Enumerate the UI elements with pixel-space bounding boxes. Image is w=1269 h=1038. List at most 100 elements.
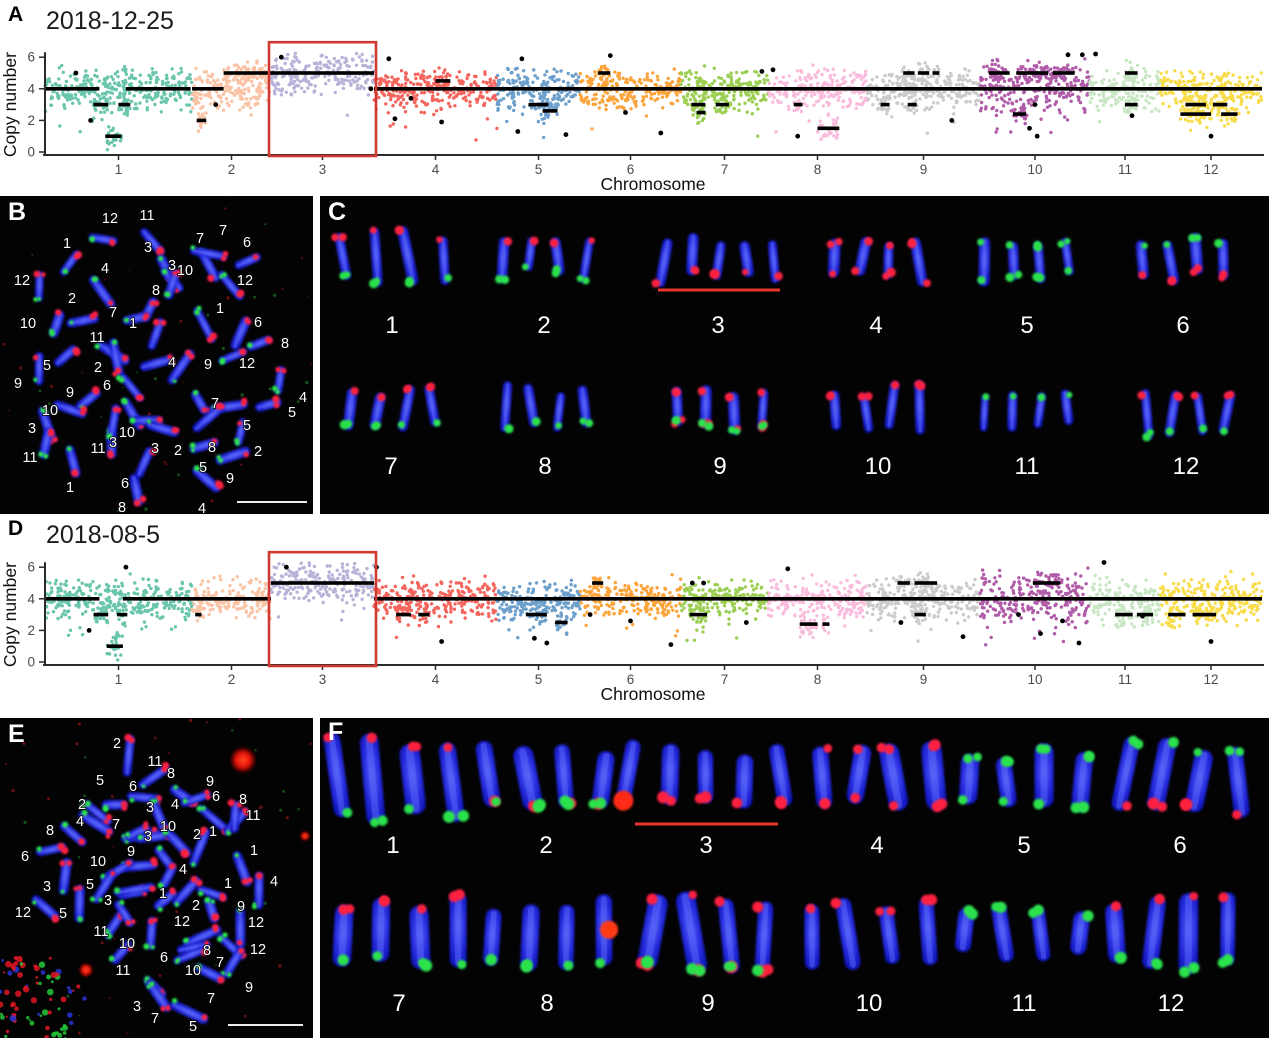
chromosome-number-label: 2 <box>174 443 182 459</box>
chromosome-number-label: 9 <box>237 899 245 915</box>
chromosome-number-label: 5 <box>59 906 67 922</box>
y-tick-label: 0 <box>27 655 35 670</box>
karyotype-group-1 <box>331 225 453 289</box>
chromosome-number-label: 1 <box>63 236 71 252</box>
panel-c-letter: C <box>328 198 347 226</box>
chromosome-number-label: 11 <box>90 441 105 457</box>
metaphase-chromosomes <box>32 227 287 507</box>
x-tick-label: 8 <box>814 672 822 687</box>
karyotype-group-label: 5 <box>1020 312 1033 339</box>
karyotype-group-label: 9 <box>713 453 726 480</box>
cn-segments <box>45 51 1262 139</box>
chromosome-number-label: 8 <box>152 283 160 299</box>
panel-b-letter: B <box>8 198 27 226</box>
y-tick-label: 0 <box>27 145 35 160</box>
x-tick-label: 3 <box>319 672 327 687</box>
y-tick-label: 2 <box>27 113 35 128</box>
chromosome-number-label: 8 <box>281 336 289 352</box>
x-tick-label: 3 <box>319 162 327 177</box>
chromosome-number-label: 6 <box>129 779 137 795</box>
karyotype-group-label: 2 <box>539 832 552 859</box>
chromosome-number-label: 5 <box>96 773 104 789</box>
x-axis-title: Chromosome <box>600 684 705 704</box>
panel-e-letter: E <box>8 720 25 748</box>
chromosome-number-label: 3 <box>151 441 159 457</box>
panel-a-title: 2018-12-25 <box>46 7 174 35</box>
chromosome-number-label: 9 <box>66 385 74 401</box>
chromosome-number-label: 6 <box>121 476 129 492</box>
chromosome-number-label: 10 <box>160 819 176 835</box>
karyotype-c-canvas: 1 2 3 4 5 67 8 9 10 11 12 <box>331 225 1236 480</box>
chromosome-number-label: 8 <box>118 500 126 514</box>
metaphase-chromosomes <box>31 733 264 1024</box>
panel-f-letter: F <box>328 718 344 746</box>
karyotype-group-12 <box>1105 892 1236 978</box>
chromosome-number-label: 11 <box>245 808 260 824</box>
chromosome-number-label: 9 <box>226 471 234 487</box>
x-tick-label: 6 <box>627 162 635 177</box>
red-signal-blob <box>79 963 93 977</box>
red-signal-blob <box>300 831 310 841</box>
karyotype-group-label: 10 <box>856 990 883 1017</box>
chromosome-number-label: 2 <box>254 444 262 460</box>
chromosome-number-label: 3 <box>109 435 117 451</box>
chromosome-number-label: 12 <box>250 942 266 958</box>
x-tick-label: 4 <box>432 672 440 687</box>
x-axis-title: Chromosome <box>600 174 705 194</box>
karyotype-group-label: 12 <box>1173 453 1200 480</box>
karyotype-group-label: 9 <box>701 990 714 1017</box>
chromosome-number-label: 10 <box>185 963 201 979</box>
chromosome-number-label: 6 <box>254 315 262 331</box>
chromosome-number-label: 9 <box>127 844 135 860</box>
karyotype-group-2 <box>475 741 615 813</box>
karyotype-group-label: 10 <box>865 453 892 480</box>
x-tick-label: 12 <box>1203 672 1218 687</box>
chromosome-number-label: 12 <box>174 914 190 930</box>
chromosome-number-label: 12 <box>239 356 255 372</box>
red-signal-blob <box>230 747 256 773</box>
chromosome-number-label: 7 <box>109 305 117 321</box>
chromosome-number-label: 2 <box>193 827 201 843</box>
karyotype-group-label: 11 <box>1015 453 1040 480</box>
panel-d-letter: D <box>8 517 24 540</box>
chromosome-number-label: 10 <box>119 936 135 952</box>
chromosome-number-label: 12 <box>102 211 118 227</box>
karyotype-group-7 <box>339 382 441 432</box>
chromosome-number-label: 3 <box>146 800 154 816</box>
x-tick-label: 1 <box>115 672 123 687</box>
chromosome-number-label: 3 <box>104 893 112 909</box>
chromosome-number-label: 3 <box>168 258 176 274</box>
karyotype-group-8 <box>500 381 594 434</box>
chromosome-number-label: 2 <box>113 736 121 752</box>
scatter-points <box>44 561 1264 662</box>
chromosome-number-label: 7 <box>112 817 120 833</box>
chromosome-number-label: 8 <box>203 943 211 959</box>
chromosome-number-label: 5 <box>86 877 94 893</box>
karyotype-group-label: 1 <box>386 832 399 859</box>
chr3-highlight-box <box>267 40 378 158</box>
chromosome-number-label: 11 <box>89 330 104 346</box>
chromosome-number-label: 3 <box>144 829 152 845</box>
interphase-nucleus <box>0 955 87 1038</box>
x-tick-label: 1 <box>115 162 123 177</box>
chromosome-number-label: 1 <box>129 316 137 332</box>
y-tick-label: 4 <box>27 591 35 606</box>
karyotype-group-label: 8 <box>540 990 553 1017</box>
chromosome-number-label: 11 <box>139 208 154 224</box>
chromosome-number-label: 7 <box>211 396 219 412</box>
karyotype-group-label: 7 <box>392 990 405 1017</box>
x-tick-label: 2 <box>228 672 236 687</box>
karyotype-group-12 <box>1137 389 1236 442</box>
chromosome-number-label: 5 <box>189 1019 197 1035</box>
x-tick-label: 9 <box>920 162 928 177</box>
karyotype-group-label: 6 <box>1173 832 1186 859</box>
chromosome-number-label: 7 <box>151 1011 159 1027</box>
scale-bar <box>228 1024 303 1026</box>
karyotype-group-label: 1 <box>385 312 398 339</box>
y-axis-title: Copy number <box>0 562 20 667</box>
chromosome-number-label: 1 <box>250 843 258 859</box>
chromosome-number-label: 3 <box>28 421 36 437</box>
karyotype-group-label: 4 <box>869 312 882 339</box>
chromosome-number-label: 12 <box>15 905 31 921</box>
